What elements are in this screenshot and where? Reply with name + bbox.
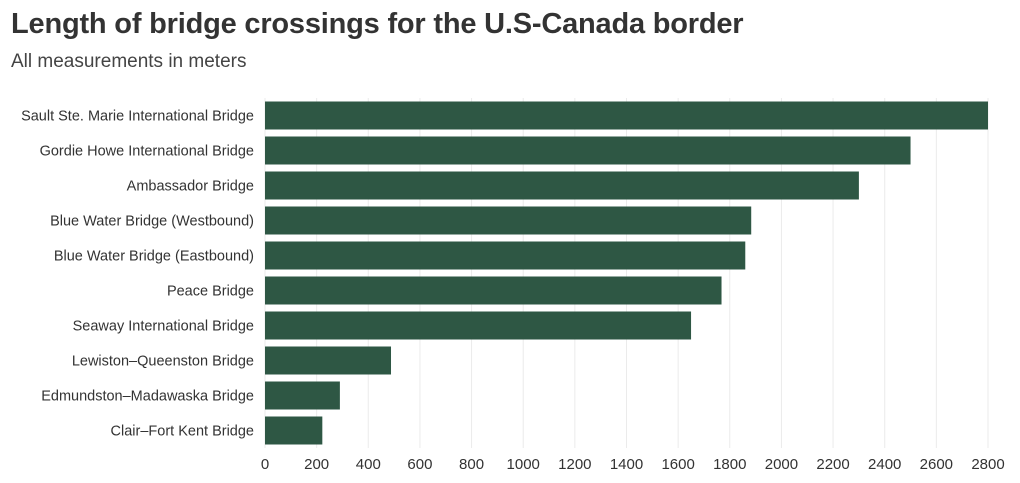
x-tick-label: 400 — [356, 456, 381, 473]
category-label: Blue Water Bridge (Westbound) — [50, 214, 254, 230]
x-tick-label: 800 — [459, 456, 484, 473]
chart-title: Length of bridge crossings for the U.S-C… — [11, 8, 744, 40]
category-label: Gordie Howe International Bridge — [40, 144, 254, 160]
category-label: Peace Bridge — [167, 284, 254, 300]
x-tick-label: 600 — [407, 456, 432, 473]
bar — [265, 381, 340, 410]
x-tick-label: 1000 — [507, 456, 540, 473]
category-labels: Sault Ste. Marie International Bridge Gor… — [21, 109, 254, 440]
category-label: Blue Water Bridge (Eastbound) — [54, 249, 254, 265]
bar — [265, 346, 392, 375]
x-tick-label: 1800 — [713, 456, 746, 473]
x-tick-label: 200 — [304, 456, 329, 473]
bar — [265, 311, 692, 340]
x-tick-label: 2200 — [816, 456, 849, 473]
bar — [265, 101, 988, 130]
bar — [265, 171, 859, 200]
x-tick-label: 2400 — [868, 456, 901, 473]
category-label: Clair–Fort Kent Bridge — [111, 424, 254, 440]
chart-subtitle: All measurements in meters — [11, 51, 247, 72]
x-tick-label: 2000 — [765, 456, 798, 473]
x-tick-label: 0 — [261, 456, 269, 473]
x-tick-label: 2600 — [920, 456, 953, 473]
bar — [265, 206, 752, 235]
x-axis-ticks: 0 200 400 600 800 1000 1200 1400 1600 1800 2000 220… — [261, 456, 1005, 473]
bars — [265, 101, 988, 445]
x-tick-label: 2800 — [971, 456, 1004, 473]
bar — [265, 276, 722, 305]
x-tick-label: 1400 — [610, 456, 643, 473]
category-label: Sault Ste. Marie International Bridge — [21, 109, 254, 125]
bar — [265, 136, 911, 165]
x-tick-label: 1600 — [661, 456, 694, 473]
category-label: Lewiston–Queenston Bridge — [72, 354, 254, 370]
category-label: Edmundston–Madawaska Bridge — [41, 389, 254, 405]
bar — [265, 241, 746, 270]
x-tick-label: 1200 — [558, 456, 591, 473]
bar — [265, 416, 323, 445]
category-label: Ambassador Bridge — [127, 179, 254, 195]
category-label: Seaway International Bridge — [73, 319, 254, 335]
